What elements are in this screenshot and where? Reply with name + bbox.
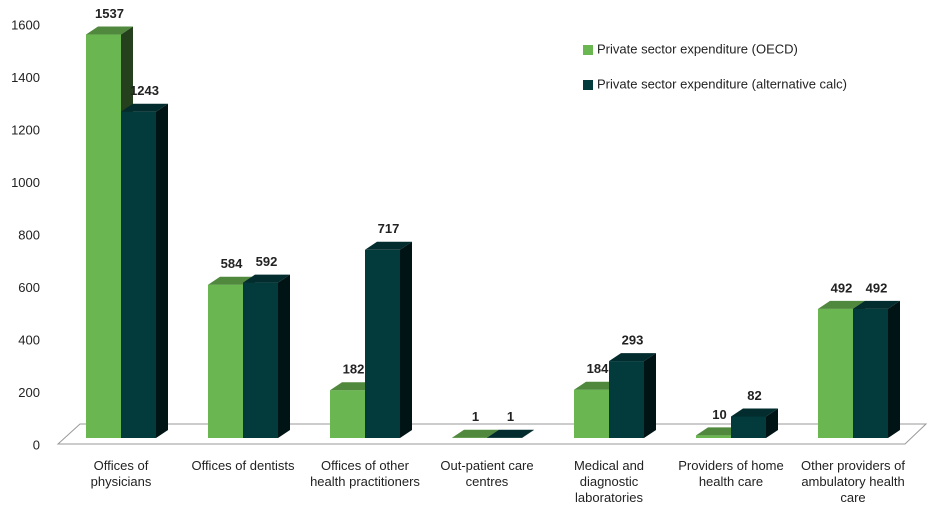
y-tick-label: 1600 — [11, 17, 40, 32]
bar-side — [278, 274, 290, 438]
bar-top — [818, 300, 865, 309]
x-tick-label: Offices of dentists — [191, 458, 295, 473]
legend-swatch — [583, 80, 593, 90]
bar-side — [522, 429, 534, 438]
data-label: 10 — [712, 407, 726, 422]
data-label: 717 — [378, 221, 400, 236]
bar-top — [365, 241, 412, 250]
bar — [86, 34, 121, 438]
bar-top — [452, 429, 499, 438]
bar-top — [243, 274, 290, 283]
bar-top — [86, 26, 133, 35]
legend-swatch — [583, 45, 593, 55]
data-label: 492 — [831, 280, 853, 295]
bar — [609, 361, 644, 438]
data-label: 82 — [747, 388, 761, 403]
data-label: 182 — [343, 362, 365, 377]
bar — [365, 249, 400, 438]
bar — [853, 308, 888, 438]
bar-side — [156, 103, 168, 439]
bar-top — [609, 353, 656, 362]
y-tick-label: 0 — [33, 437, 40, 452]
bar — [696, 435, 731, 438]
x-tick-label: Medical and diagnostic laboratories — [573, 458, 645, 505]
bar-side — [400, 241, 412, 438]
x-tick-label: Offices of physicians — [90, 458, 152, 489]
bar — [818, 308, 853, 438]
bar — [330, 390, 365, 438]
data-label: 492 — [866, 280, 888, 295]
bar-side — [766, 408, 778, 438]
x-tick-label: Providers of home health care — [678, 458, 784, 489]
y-tick-label: 800 — [18, 227, 40, 242]
x-tick-label: Offices of other health practitioners — [310, 458, 420, 489]
legend-label: Private sector expenditure (alternative … — [597, 76, 847, 91]
bar — [208, 284, 243, 438]
data-label: 184 — [587, 361, 609, 376]
bar — [243, 282, 278, 438]
y-tick-label: 200 — [18, 385, 40, 400]
bar-top — [121, 103, 168, 112]
data-label: 1 — [472, 409, 479, 424]
bar-side — [888, 300, 900, 438]
data-label: 592 — [256, 254, 278, 269]
bar-side — [644, 353, 656, 438]
bar — [574, 389, 609, 438]
bar-top — [853, 300, 900, 309]
bar-top — [731, 408, 778, 417]
data-label: 1537 — [95, 6, 124, 21]
bar-top — [487, 429, 534, 438]
data-label: 584 — [221, 256, 243, 271]
y-tick-label: 400 — [18, 332, 40, 347]
y-tick-label: 1400 — [11, 70, 40, 85]
y-tick-label: 600 — [18, 280, 40, 295]
x-tick-label: Out-patient care centres — [440, 458, 534, 489]
data-label: 1243 — [130, 83, 159, 98]
data-label: 293 — [622, 333, 644, 348]
data-label: 1 — [507, 409, 514, 424]
legend-label: Private sector expenditure (OECD) — [597, 41, 798, 56]
bar — [121, 111, 156, 439]
bar — [731, 416, 766, 438]
x-tick-label: Other providers of ambulatory health car… — [800, 458, 906, 505]
y-tick-label: 1000 — [11, 175, 40, 190]
y-tick-label: 1200 — [11, 122, 40, 137]
